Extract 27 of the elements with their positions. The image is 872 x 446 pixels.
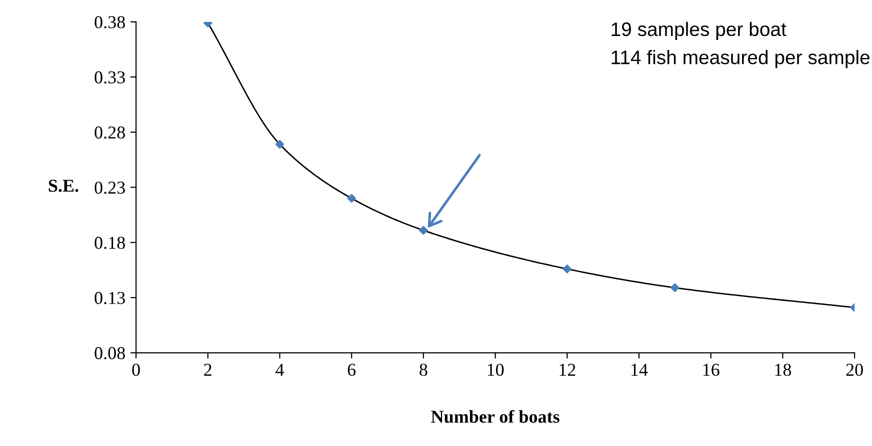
x-axis-title: Number of boats [431,410,560,423]
x-tick-label: 16 [703,364,720,376]
y-tick-label: 0.38 [94,16,125,28]
x-tick-label: 10 [488,364,504,376]
x-tick-label: 0 [132,364,140,376]
x-tick-label: 14 [632,364,648,376]
x-tick-label: 12 [560,364,576,376]
point [419,226,428,235]
point [275,140,284,149]
y-axis-title: S.E. [48,180,78,192]
x-tick-label: 2 [204,364,212,376]
point [670,283,680,292]
y-tick-label: 0.28 [94,126,125,139]
y-tick-label: 0.08 [94,347,125,360]
x-tick-label: 18 [775,364,792,376]
y-tick-label: 0.13 [94,292,125,304]
point [347,194,356,203]
annotation: 19 samples per boat [612,22,786,40]
y-tick-label: 0.18 [94,236,125,249]
x-tick-label: 6 [348,364,356,376]
point [562,264,572,274]
annotation: 114 fish measured per sample [612,50,870,68]
x-tick-label: 4 [276,364,284,376]
y-tick-label: 0.33 [94,71,125,84]
y-tick-label: 0.23 [94,182,125,194]
x-tick-label: 20 [846,364,863,376]
x-tick-label: 8 [420,364,428,376]
